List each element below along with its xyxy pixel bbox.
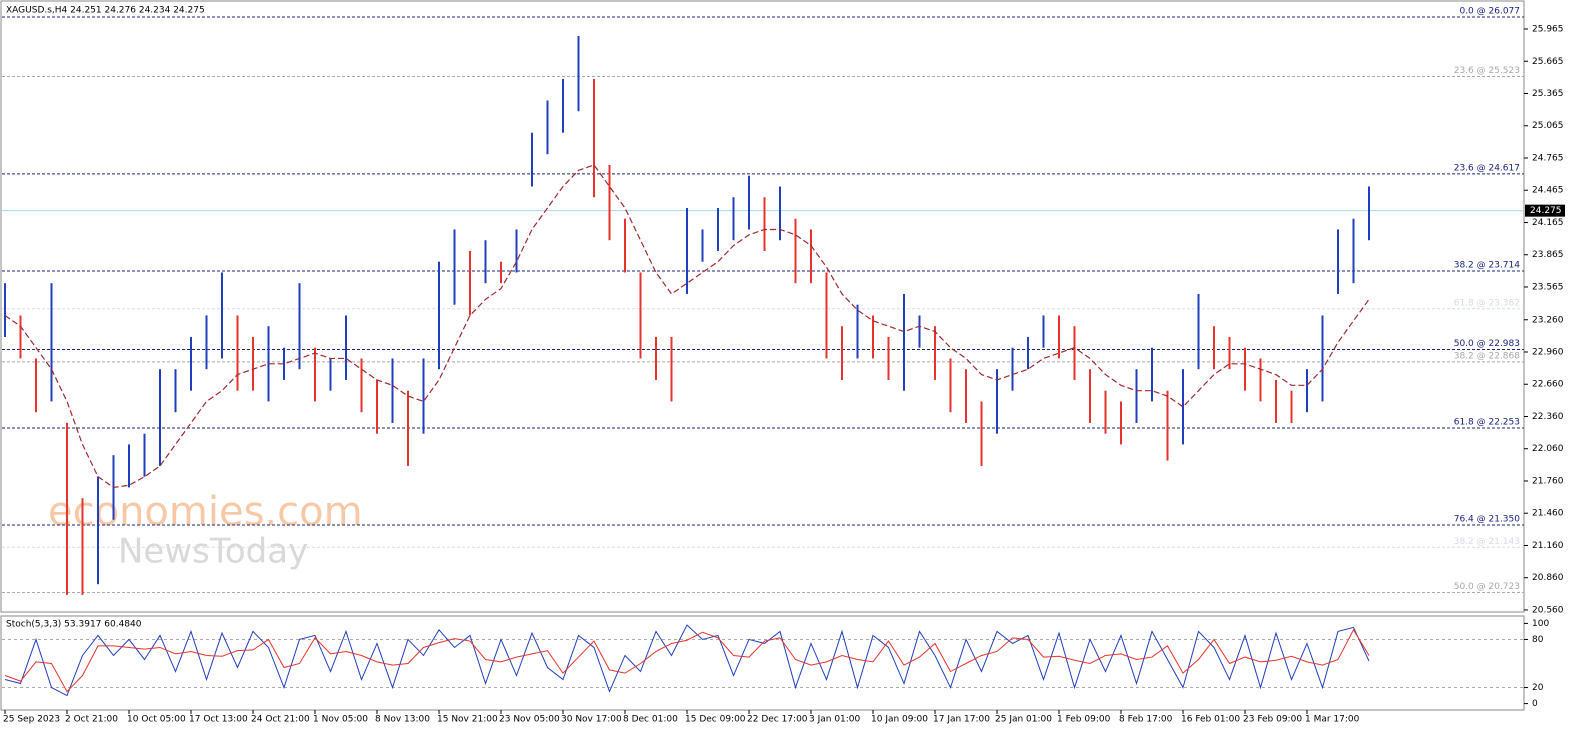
y-tick-label: 24.765	[1532, 153, 1564, 163]
y-tick-label: 21.160	[1532, 541, 1564, 551]
x-tick-label: 8 Nov 13:00	[375, 715, 430, 725]
fib-label: 76.4 @ 21.350	[1454, 515, 1521, 525]
x-tick-label: 25 Jan 01:00	[995, 715, 1052, 725]
y-tick-label: 22.960	[1532, 347, 1564, 357]
chart-title: XAGUSD.s,H4 24.251 24.276 24.234 24.275	[6, 6, 205, 16]
x-tick-label: 30 Nov 17:00	[561, 715, 622, 725]
x-tick-label: 25 Sep 2023	[3, 715, 60, 725]
stoch-line	[4, 624, 1370, 697]
y-tick-label: 20.860	[1532, 573, 1564, 583]
watermark: economies.com	[48, 489, 363, 535]
fib-label: 23.6 @ 25.523	[1454, 66, 1520, 76]
fib-label: 61.8 @ 23.362	[1454, 298, 1520, 308]
x-tick-label: 8 Dec 01:00	[623, 715, 678, 725]
fib-label: 38.2 @ 23.714	[1454, 260, 1521, 270]
y-tick-label: 20	[1532, 683, 1544, 693]
y-tick-label: 22.660	[1532, 380, 1564, 390]
x-tick-label: 23 Nov 05:00	[499, 715, 560, 725]
x-tick-label: 2 Oct 21:00	[65, 715, 118, 725]
fib-label: 50.0 @ 20.723	[1454, 582, 1520, 592]
y-tick-label: 0	[1532, 699, 1538, 709]
y-tick-label: 20.560	[1532, 605, 1564, 615]
watermark: NewsToday	[118, 532, 308, 572]
x-tick-label: 10 Jan 09:00	[871, 715, 928, 725]
indicator-title: Stoch(5,3,3) 53.3917 60.4840	[6, 620, 142, 630]
y-tick-label: 21.760	[1532, 476, 1564, 486]
y-tick-label: 25.965	[1532, 25, 1564, 35]
y-tick-label: 80	[1532, 635, 1544, 645]
fib-label: 38.2 @ 22.868	[1454, 351, 1521, 361]
fib-label: 38.2 @ 21.143	[1454, 537, 1520, 547]
x-tick-label: 1 Feb 09:00	[1057, 715, 1111, 725]
fib-label: 50.0 @ 22.983	[1454, 339, 1520, 349]
stoch-frame	[0, 615, 1525, 711]
y-tick-label: 100	[1532, 619, 1549, 629]
x-tick-label: 23 Feb 09:00	[1243, 715, 1302, 725]
y-tick-label: 25.365	[1532, 89, 1564, 99]
y-tick-label: 24.465	[1532, 186, 1564, 196]
x-tick-label: 8 Feb 17:00	[1119, 715, 1173, 725]
y-tick-label: 22.360	[1532, 412, 1564, 422]
x-tick-label: 16 Feb 01:00	[1181, 715, 1240, 725]
price-frame	[0, 0, 1525, 613]
x-tick-label: 10 Oct 05:00	[127, 715, 186, 725]
fib-label: 0.0 @ 26.077	[1459, 6, 1520, 16]
current-price-tag	[1525, 204, 1565, 217]
x-tick-label: 15 Nov 21:00	[437, 715, 498, 725]
y-tick-label: 23.865	[1532, 250, 1564, 260]
fib-label: 23.6 @ 24.617	[1454, 163, 1520, 173]
y-tick-label: 25.665	[1532, 57, 1564, 67]
x-tick-label: 24 Oct 21:00	[251, 715, 310, 725]
stoch-line	[4, 628, 1370, 693]
x-tick-label: 1 Mar 17:00	[1305, 715, 1360, 725]
x-tick-label: 3 Jan 01:00	[809, 715, 861, 725]
y-tick-label: 24.165	[1532, 218, 1564, 228]
y-tick-label: 22.060	[1532, 444, 1564, 454]
current-price-label: 24.275	[1530, 206, 1562, 216]
fib-label: 61.8 @ 22.253	[1454, 417, 1520, 427]
x-tick-label: 17 Oct 13:00	[189, 715, 248, 725]
y-tick-label: 23.565	[1532, 282, 1564, 292]
y-tick-label: 23.260	[1532, 315, 1564, 325]
x-tick-label: 15 Dec 09:00	[685, 715, 746, 725]
x-tick-label: 22 Dec 17:00	[747, 715, 808, 725]
y-tick-label: 25.065	[1532, 121, 1564, 131]
y-tick-label: 21.460	[1532, 509, 1564, 519]
x-tick-label: 1 Nov 05:00	[313, 715, 368, 725]
moving-average	[4, 164, 1370, 489]
x-tick-label: 17 Jan 17:00	[933, 715, 990, 725]
